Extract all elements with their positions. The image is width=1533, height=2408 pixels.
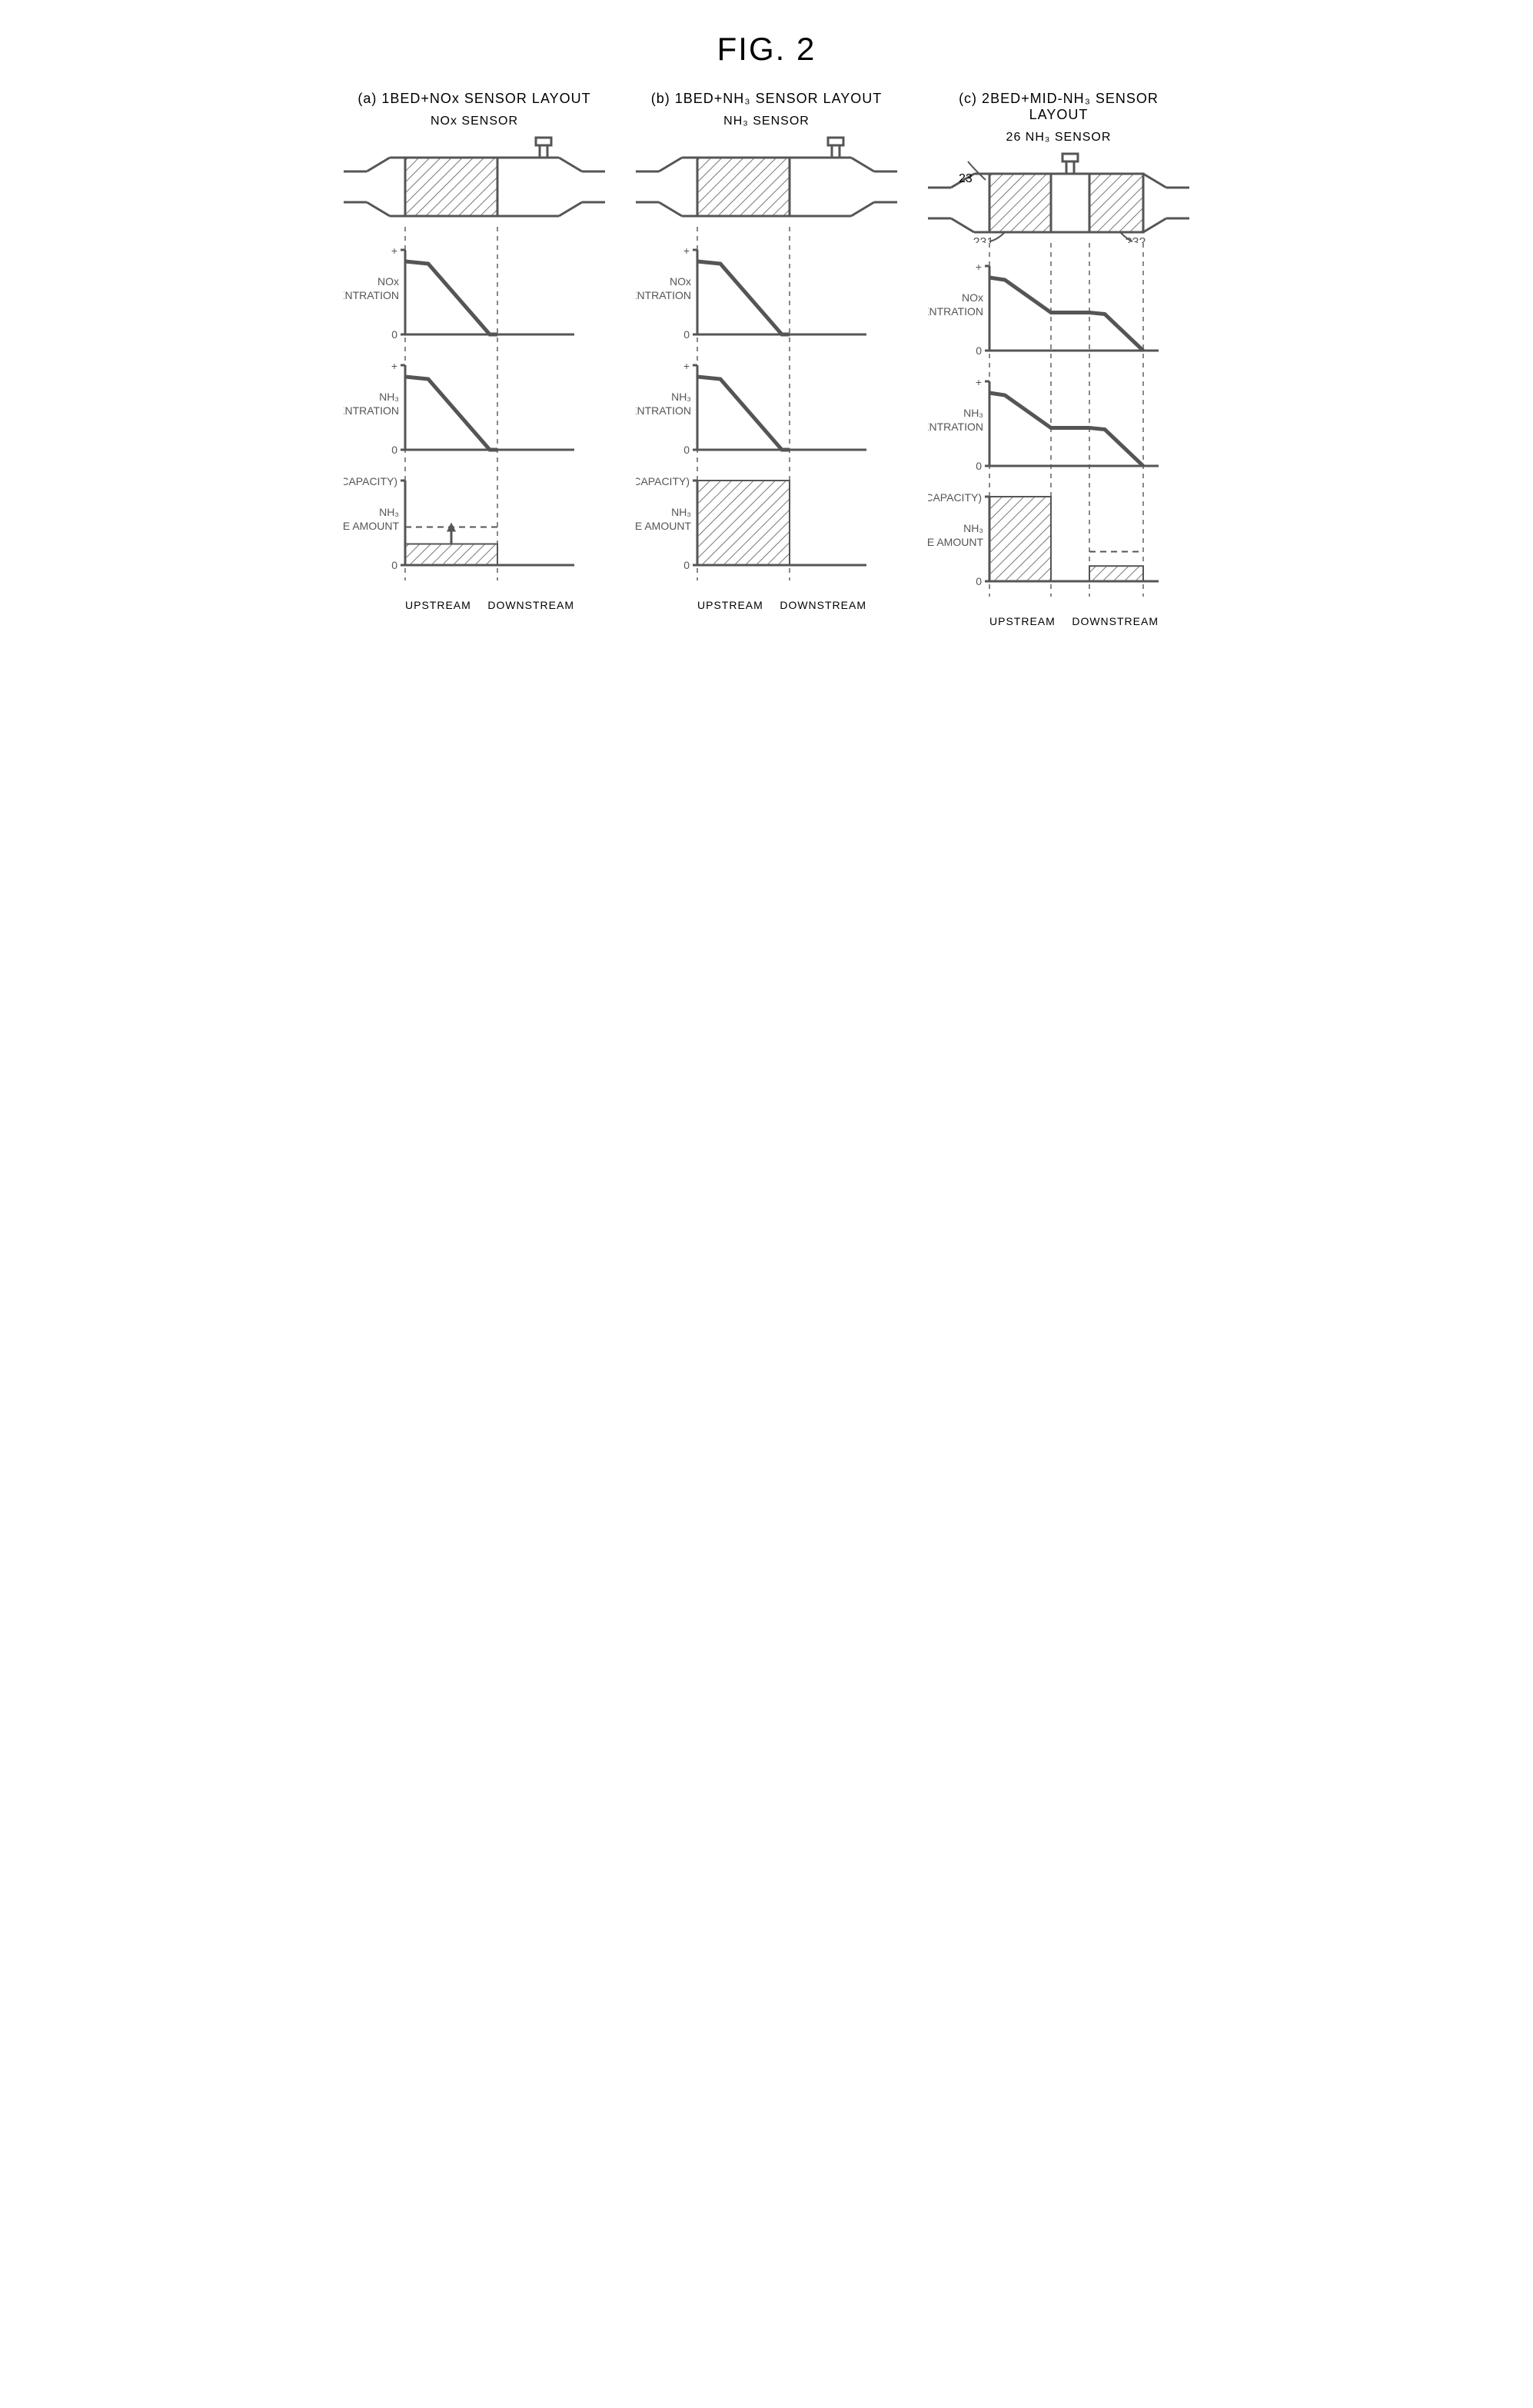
svg-text:0: 0 (976, 344, 982, 357)
downstream-label: DOWNSTREAM (487, 599, 574, 611)
axis-labels: UPSTREAM DOWNSTREAM (344, 599, 605, 611)
svg-text:NH₃: NH₃ (671, 506, 691, 518)
sensor-label: NH₃ SENSOR (723, 115, 810, 128)
panel-b: (b) 1BED+NH₃ SENSOR LAYOUT NH₃ SENSOR (636, 91, 897, 627)
svg-text:STORAGE AMOUNT: STORAGE AMOUNT (636, 520, 691, 532)
ref-label-23: 23 (959, 172, 973, 186)
svg-text:+: + (683, 244, 690, 257)
graph-container: + 0 NOxCONCENTRATION + 0 NH₃CONCENTRATIO… (344, 242, 605, 596)
svg-text:+: + (683, 360, 690, 372)
svg-text:CONCENTRATION: CONCENTRATION (344, 404, 399, 417)
catalyst-diagram: 231 232 (928, 151, 1189, 243)
svg-text:NH₃: NH₃ (379, 391, 399, 403)
svg-text:+: + (391, 244, 397, 257)
svg-text:0: 0 (391, 559, 397, 571)
sensor-label-block: NH₃ SENSOR (636, 115, 897, 131)
svg-text:0: 0 (391, 328, 397, 341)
svg-text:CONCENTRATION: CONCENTRATION (636, 289, 691, 301)
svg-text:MAX(CAPACITY): MAX(CAPACITY) (928, 491, 982, 504)
svg-text:NOx: NOx (377, 275, 399, 288)
svg-text:MAX(CAPACITY): MAX(CAPACITY) (344, 475, 397, 487)
svg-text:MAX(CAPACITY): MAX(CAPACITY) (636, 475, 690, 487)
downstream-label: DOWNSTREAM (1072, 615, 1159, 627)
upstream-label: UPSTREAM (405, 599, 471, 611)
svg-text:CONCENTRATION: CONCENTRATION (928, 305, 983, 318)
svg-text:NH₃: NH₃ (963, 522, 983, 534)
svg-text:NH₃: NH₃ (963, 407, 983, 419)
svg-text:+: + (391, 360, 397, 372)
svg-text:NH₃: NH₃ (671, 391, 691, 403)
downstream-label: DOWNSTREAM (780, 599, 866, 611)
graph-container: + 0 NOxCONCENTRATION + 0 NH₃CONCENTRATIO… (636, 242, 897, 596)
svg-text:0: 0 (391, 444, 397, 456)
svg-text:0: 0 (976, 575, 982, 587)
axis-labels: UPSTREAM DOWNSTREAM (636, 599, 897, 611)
catalyst-diagram (636, 135, 897, 227)
catalyst-container (344, 135, 605, 227)
svg-text:NOx: NOx (962, 291, 983, 304)
figure-title: FIG. 2 (717, 31, 816, 68)
catalyst-container (636, 135, 897, 227)
catalyst-container: 23 231 232 (928, 151, 1189, 243)
svg-text:CONCENTRATION: CONCENTRATION (344, 289, 399, 301)
svg-text:STORAGE AMOUNT: STORAGE AMOUNT (928, 536, 983, 548)
svg-text:+: + (976, 376, 982, 388)
panel-title: (a) 1BED+NOx SENSOR LAYOUT (344, 91, 605, 107)
sensor-label: NOx SENSOR (431, 115, 518, 128)
svg-text:NH₃: NH₃ (379, 506, 399, 518)
panels-container: (a) 1BED+NOx SENSOR LAYOUT NOx SENSOR (344, 91, 1189, 627)
panel-title: (c) 2BED+MID-NH₃ SENSOR LAYOUT (928, 91, 1189, 123)
graph-container: + 0 NOxCONCENTRATION + 0 NH₃CONCENTRATIO… (928, 258, 1189, 612)
svg-text:0: 0 (683, 328, 690, 341)
panel-title: (b) 1BED+NH₃ SENSOR LAYOUT (636, 91, 897, 107)
catalyst-diagram (344, 135, 605, 227)
svg-text:0: 0 (976, 460, 982, 472)
panel-c: (c) 2BED+MID-NH₃ SENSOR LAYOUT 26 NH₃ SE… (928, 91, 1189, 627)
graphs: + 0 NOxCONCENTRATION + 0 NH₃CONCENTRATIO… (344, 242, 605, 596)
sensor-label-block: NOx SENSOR (344, 115, 605, 131)
svg-text:+: + (976, 261, 982, 273)
graphs: + 0 NOxCONCENTRATION + 0 NH₃CONCENTRATIO… (928, 258, 1189, 612)
svg-text:STORAGE AMOUNT: STORAGE AMOUNT (344, 520, 399, 532)
upstream-label: UPSTREAM (989, 615, 1056, 627)
svg-text:CONCENTRATION: CONCENTRATION (636, 404, 691, 417)
panel-a: (a) 1BED+NOx SENSOR LAYOUT NOx SENSOR (344, 91, 605, 627)
svg-text:NOx: NOx (670, 275, 691, 288)
axis-labels: UPSTREAM DOWNSTREAM (928, 615, 1189, 627)
graphs: + 0 NOxCONCENTRATION + 0 NH₃CONCENTRATIO… (636, 242, 897, 596)
svg-text:0: 0 (683, 559, 690, 571)
upstream-label: UPSTREAM (697, 599, 763, 611)
sensor-label: 26 NH₃ SENSOR (1006, 131, 1112, 145)
svg-text:0: 0 (683, 444, 690, 456)
sensor-label-block: 26 NH₃ SENSOR (928, 131, 1189, 148)
svg-text:CONCENTRATION: CONCENTRATION (928, 421, 983, 433)
